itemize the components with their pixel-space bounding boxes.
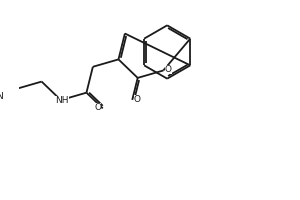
Text: N: N bbox=[0, 92, 3, 101]
Text: O: O bbox=[165, 65, 172, 74]
Text: O: O bbox=[94, 103, 101, 112]
Text: NH: NH bbox=[56, 96, 69, 105]
Text: O: O bbox=[134, 95, 140, 104]
